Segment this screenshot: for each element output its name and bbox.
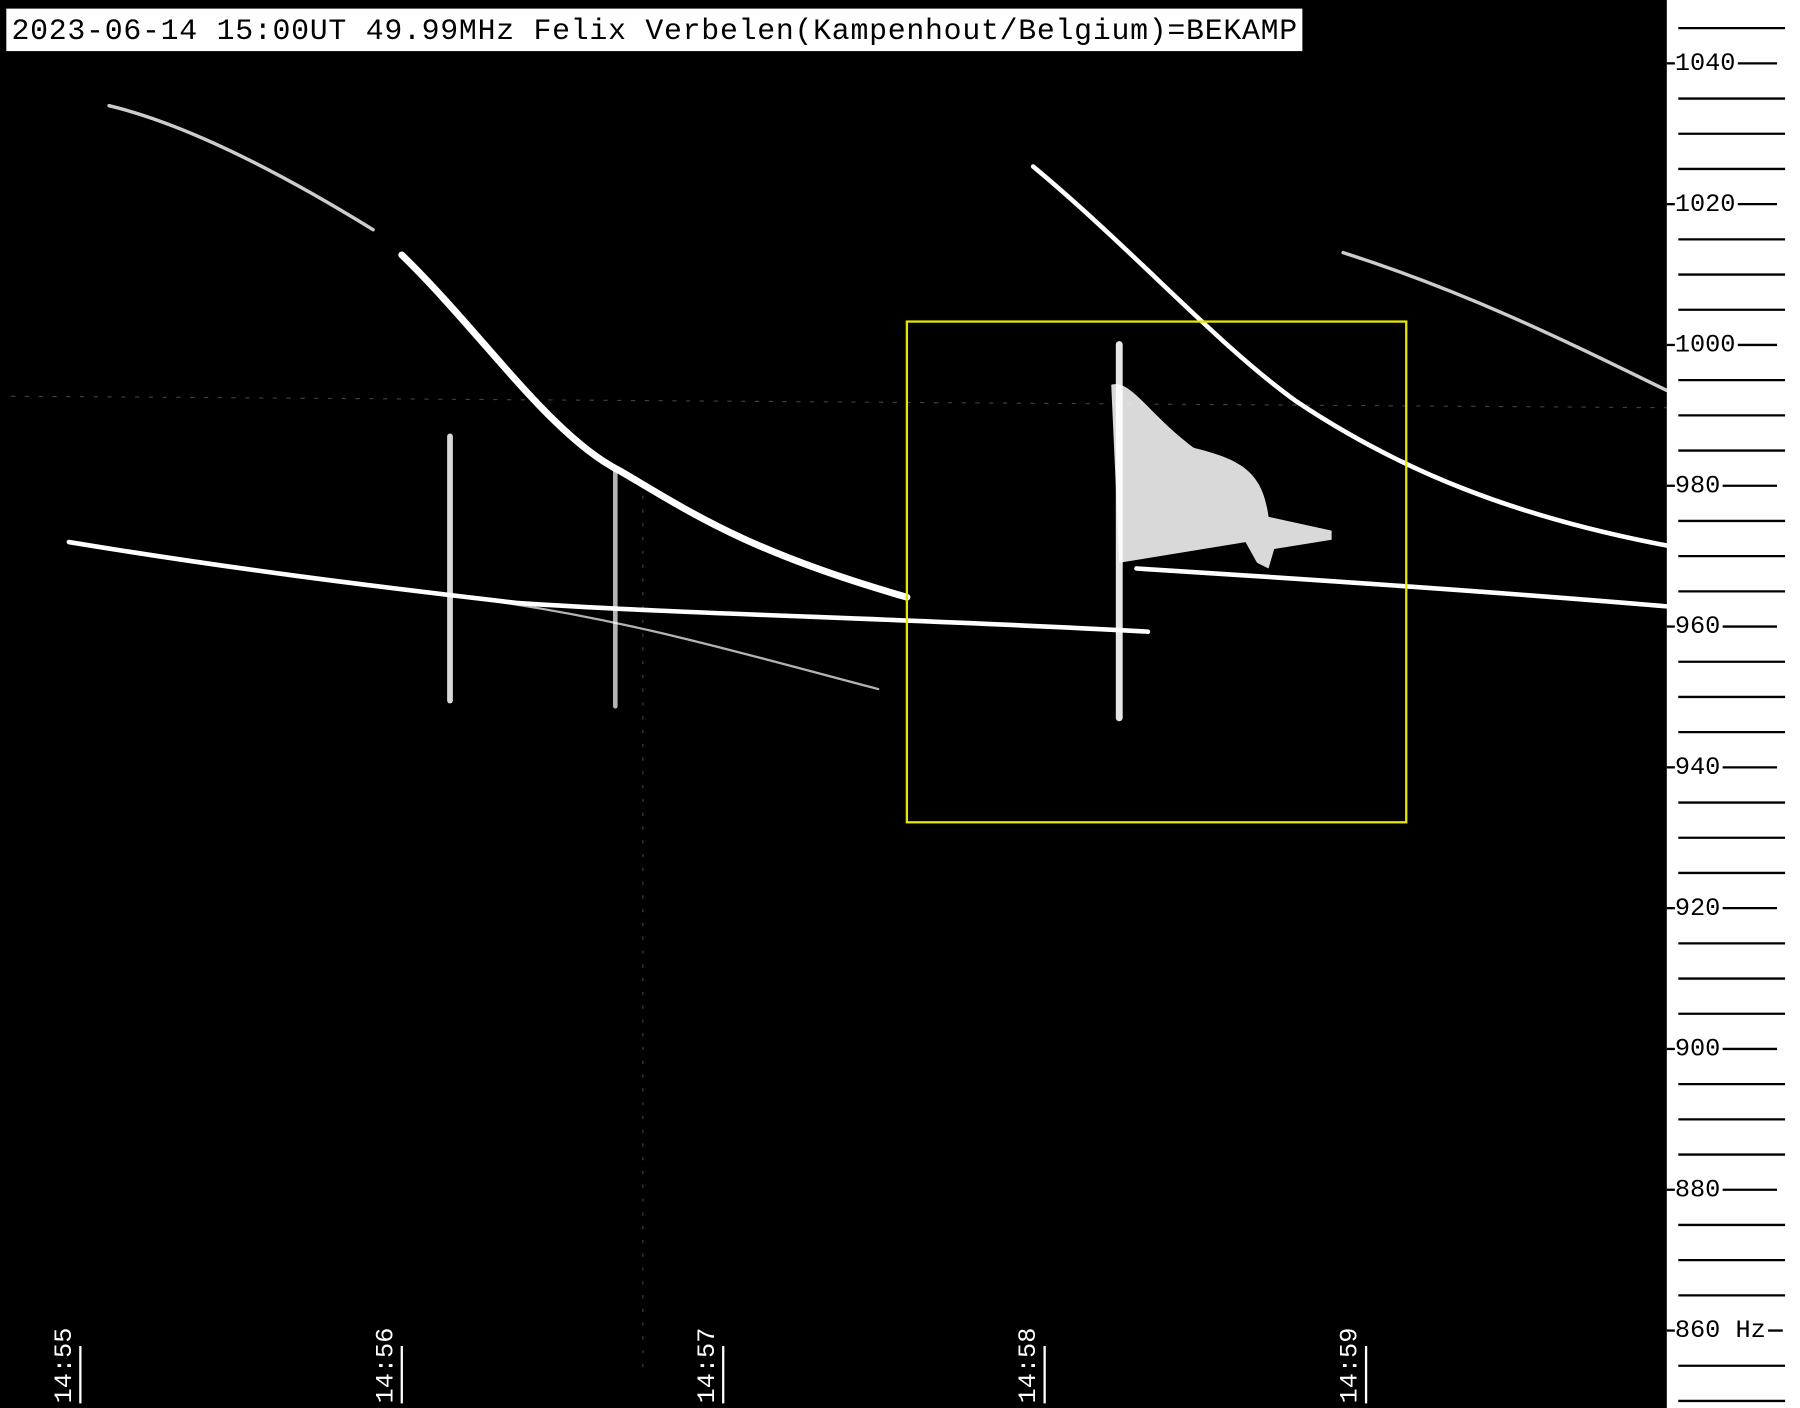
y-tick-label: 880: [1675, 1175, 1720, 1204]
y-tick-label: 920: [1675, 894, 1720, 923]
chart-title: 2023-06-14 15:00UT 49.99MHz Felix Verbel…: [11, 14, 1297, 48]
highlight-box: [905, 320, 1408, 824]
trace: [10, 395, 1668, 409]
y-tick-label: 1020: [1675, 190, 1736, 219]
y-tick-label: 1040: [1675, 49, 1736, 78]
y-tick-label: 1000: [1675, 331, 1736, 360]
title-box: [5, 7, 1304, 53]
trace: [480, 598, 880, 691]
y-tick-label: 900: [1675, 1035, 1720, 1064]
y-tick-label: 960: [1675, 612, 1720, 641]
x-tick-label: 14:56: [371, 1328, 400, 1404]
trace: [1030, 164, 1670, 548]
trace: [107, 103, 375, 232]
x-tick-label: 14:58: [1014, 1328, 1043, 1404]
y-tick-label: 940: [1675, 753, 1720, 782]
meteor-echo: [1111, 384, 1332, 569]
trace: [1341, 250, 1669, 393]
y-tick-label: 980: [1675, 471, 1720, 500]
x-tick-label: 14:55: [50, 1328, 79, 1404]
plot-area: [0, 0, 1667, 1408]
trace: [398, 251, 911, 601]
x-tick-label: 14:59: [1336, 1328, 1365, 1404]
y-tick-label: 860 Hz: [1675, 1316, 1766, 1345]
trace: [66, 539, 1151, 634]
x-tick-label: 14:57: [693, 1328, 722, 1404]
